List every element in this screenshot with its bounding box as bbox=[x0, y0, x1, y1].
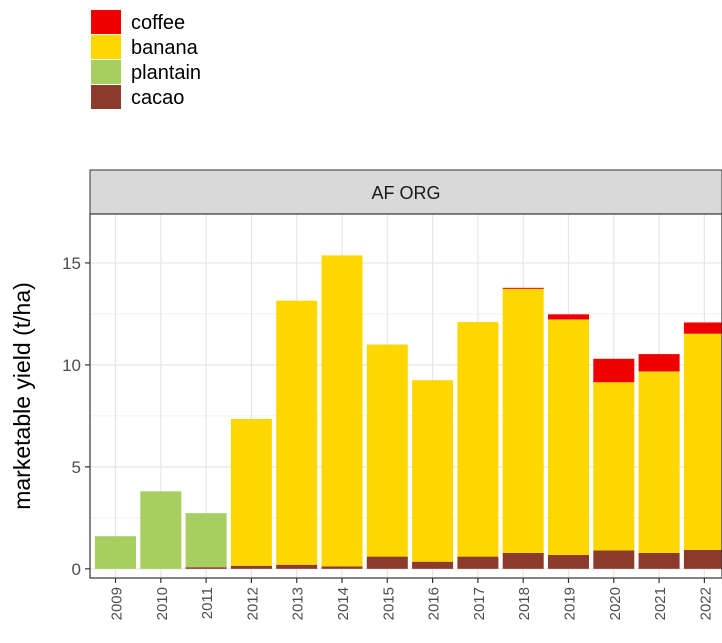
bar-coffee-2021 bbox=[638, 354, 680, 372]
x-tick-label: 2017 bbox=[471, 587, 488, 620]
x-tick-label: 2020 bbox=[607, 587, 624, 620]
bar-banana-2022 bbox=[683, 333, 722, 550]
bar-cacao-2021 bbox=[638, 552, 680, 569]
bar-cacao-2016 bbox=[412, 561, 454, 569]
x-tick-label: 2016 bbox=[426, 587, 443, 620]
x-tick-label: 2013 bbox=[290, 587, 307, 620]
y-axis-label: marketable yield (t/ha) bbox=[9, 282, 35, 510]
facet-strip-box bbox=[89, 169, 722, 215]
legend-label-plantain: plantain bbox=[131, 62, 201, 84]
bar-banana-2015 bbox=[366, 344, 408, 557]
bars bbox=[95, 255, 722, 569]
legend-label-coffee: coffee bbox=[131, 12, 185, 34]
y-tick-label: 10 bbox=[62, 356, 81, 375]
bar-coffee-2022 bbox=[683, 322, 722, 334]
facet-title: AF ORG bbox=[371, 183, 440, 203]
bar-banana-2014 bbox=[321, 255, 363, 567]
bar-cacao-2011 bbox=[185, 567, 227, 569]
legend-label-banana: banana bbox=[131, 37, 199, 59]
bar-banana-2020 bbox=[593, 382, 635, 551]
bar-banana-2021 bbox=[638, 371, 680, 553]
bar-banana-2017 bbox=[457, 322, 499, 557]
legend: coffee banana plantain cacao bbox=[91, 10, 201, 109]
x-tick-label: 2018 bbox=[516, 587, 533, 620]
y-axis: 0 5 10 15 bbox=[62, 254, 90, 579]
legend-swatch-plantain bbox=[91, 60, 121, 84]
panel-border bbox=[89, 213, 722, 579]
y-tick-label: 5 bbox=[72, 458, 81, 477]
bar-banana-2012 bbox=[230, 418, 272, 566]
x-tick-label: 2022 bbox=[697, 587, 714, 620]
facet-strip: AF ORG bbox=[89, 169, 722, 215]
bar-banana-2019 bbox=[548, 319, 589, 555]
legend-swatch-cacao bbox=[91, 85, 121, 109]
bar-banana-2013 bbox=[276, 300, 318, 565]
bar-coffee-2018 bbox=[502, 287, 544, 289]
bar-cacao-2020 bbox=[593, 550, 635, 569]
bar-cacao-2014 bbox=[321, 566, 363, 569]
bar-cacao-2017 bbox=[457, 556, 499, 569]
bar-cacao-2019 bbox=[548, 554, 589, 569]
bar-banana-2018 bbox=[502, 288, 544, 553]
y-tick-label: 0 bbox=[72, 560, 81, 579]
bar-banana-2016 bbox=[412, 380, 454, 562]
bar-cacao-2018 bbox=[502, 552, 544, 569]
x-axis: 2009 2010 2011 2012 2013 2014 2015 2016 2017 2018… bbox=[109, 578, 714, 620]
plot-panel bbox=[89, 213, 722, 579]
bar-cacao-2012 bbox=[230, 565, 272, 569]
x-tick-label: 2019 bbox=[562, 587, 579, 620]
bar-coffee-2019 bbox=[548, 314, 589, 320]
x-tick-label: 2012 bbox=[244, 587, 261, 620]
bar-plantain-2010 bbox=[140, 491, 182, 569]
bar-plantain-2011 bbox=[185, 513, 227, 568]
bar-cacao-2013 bbox=[276, 564, 318, 569]
bar-cacao-2015 bbox=[366, 556, 408, 569]
legend-label-cacao: cacao bbox=[131, 87, 184, 109]
x-tick-label: 2015 bbox=[380, 587, 397, 620]
x-tick-label: 2009 bbox=[109, 587, 126, 620]
x-tick-label: 2011 bbox=[199, 587, 216, 619]
x-tick-label: 2010 bbox=[154, 587, 171, 620]
legend-swatch-coffee bbox=[91, 10, 121, 34]
legend-swatch-banana bbox=[91, 35, 121, 59]
x-tick-label: 2021 bbox=[652, 587, 669, 620]
y-tick-label: 15 bbox=[62, 254, 81, 273]
bar-plantain-2009 bbox=[95, 536, 136, 569]
x-tick-label: 2014 bbox=[335, 587, 352, 620]
bar-cacao-2022 bbox=[683, 549, 722, 569]
bar-coffee-2020 bbox=[593, 358, 635, 383]
